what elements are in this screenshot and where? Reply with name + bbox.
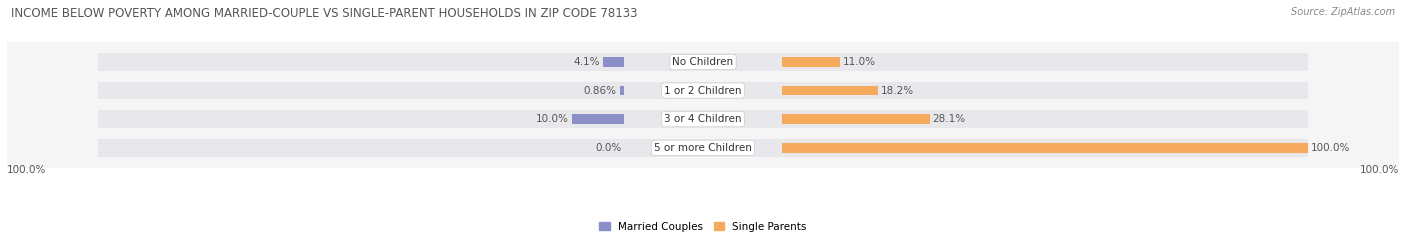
Bar	[782, 57, 839, 67]
Bar	[782, 143, 1308, 153]
Text: 100.0%: 100.0%	[1312, 143, 1351, 153]
Bar	[98, 110, 1308, 128]
Text: 10.0%: 10.0%	[536, 114, 568, 124]
Bar	[620, 86, 624, 96]
Bar	[572, 114, 624, 124]
Text: 28.1%: 28.1%	[932, 114, 966, 124]
Bar	[603, 57, 624, 67]
Text: 0.0%: 0.0%	[595, 143, 621, 153]
Text: 0.86%: 0.86%	[583, 86, 617, 96]
Text: 100.0%: 100.0%	[7, 165, 46, 175]
Bar	[98, 53, 1308, 71]
Text: 5 or more Children: 5 or more Children	[654, 143, 752, 153]
Bar	[98, 139, 1308, 157]
Bar	[98, 82, 1308, 99]
Text: 1 or 2 Children: 1 or 2 Children	[664, 86, 742, 96]
Text: No Children: No Children	[672, 57, 734, 67]
Text: 3 or 4 Children: 3 or 4 Children	[664, 114, 742, 124]
Legend: Married Couples, Single Parents: Married Couples, Single Parents	[599, 222, 807, 232]
Text: 4.1%: 4.1%	[574, 57, 600, 67]
Bar	[782, 86, 877, 96]
Text: 100.0%: 100.0%	[1360, 165, 1399, 175]
Text: 18.2%: 18.2%	[880, 86, 914, 96]
Text: Source: ZipAtlas.com: Source: ZipAtlas.com	[1291, 7, 1395, 17]
Bar	[782, 114, 929, 124]
Text: 11.0%: 11.0%	[842, 57, 876, 67]
Text: INCOME BELOW POVERTY AMONG MARRIED-COUPLE VS SINGLE-PARENT HOUSEHOLDS IN ZIP COD: INCOME BELOW POVERTY AMONG MARRIED-COUPL…	[11, 7, 638, 20]
